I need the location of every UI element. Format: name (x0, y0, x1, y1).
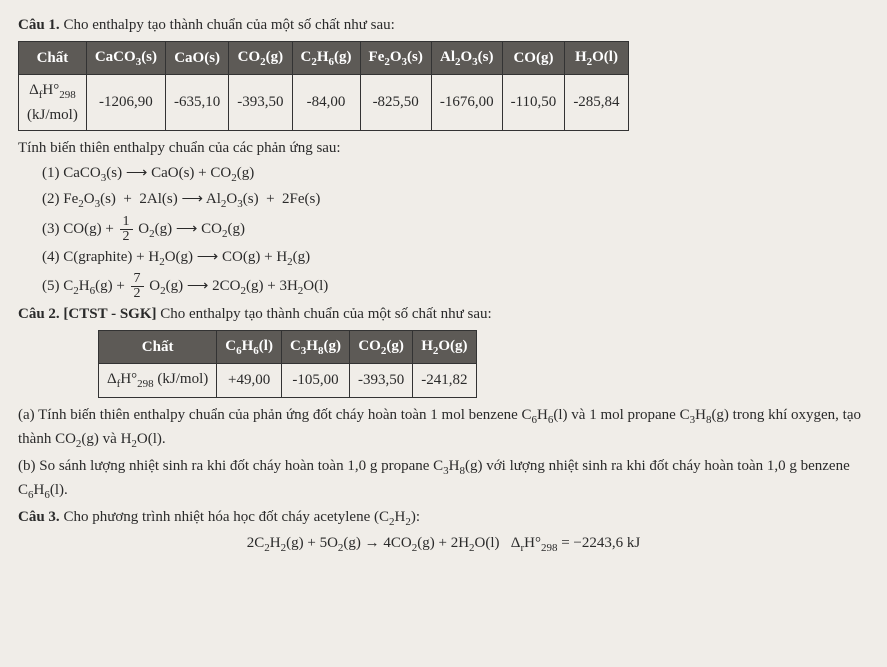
q2-table: Chất C6H6(l) C3H8(g) CO2(g) H2O(g) ΔfH°2… (98, 330, 477, 398)
frac-den: 2 (120, 230, 133, 244)
q3-label: Câu 3. (18, 509, 60, 525)
q2-prompt: Câu 2. [CTST - SGK] Cho enthalpy tạo thà… (18, 303, 869, 326)
table-row: ΔfH°298(kJ/mol) -1206,90 -635,10 -393,50… (19, 75, 629, 131)
cell: -393,50 (229, 75, 292, 131)
cell: -241,82 (413, 364, 476, 398)
cell: -1206,90 (86, 75, 165, 131)
cell: -1676,00 (431, 75, 502, 131)
frac-num: 7 (131, 272, 144, 287)
q3-text: Cho phương trình nhiệt hóa học đốt cháy … (63, 509, 420, 525)
q1-label: Câu 1. (18, 17, 60, 33)
q2-label: Câu 2. [CTST - SGK] (18, 306, 157, 322)
col-co2: CO2(g) (349, 330, 412, 364)
table-header-row: Chất C6H6(l) C3H8(g) CO2(g) H2O(g) (99, 330, 477, 364)
cell: -825,50 (360, 75, 431, 131)
cell: -285,84 (565, 75, 628, 131)
col-fe2o3: Fe2O3(s) (360, 41, 431, 75)
reaction-2: (2) Fe2O3(s) + 2Al(s) ⟶ Al2O3(s) + 2Fe(s… (42, 188, 869, 213)
q1-prompt: Câu 1. Cho enthalpy tạo thành chuẩn của … (18, 14, 869, 37)
col-co: CO(g) (502, 41, 565, 75)
reaction-5: (5) C2H6(g) + 7 2 O2(g) ⟶ 2CO2(g) + 3H2O… (42, 272, 869, 301)
q2-part-a: (a) Tính biến thiên enthalpy chuẩn của p… (18, 404, 869, 453)
reaction-1: (1) CaCO3(s) ⟶ CaO(s) + CO2(g) (42, 162, 869, 187)
col-c2h6: C2H6(g) (292, 41, 360, 75)
frac-den: 2 (131, 287, 144, 301)
col-al2o3: Al2O3(s) (431, 41, 502, 75)
col-c6h6: C6H6(l) (217, 330, 282, 364)
table-header-row: Chất CaCO3(s) CaO(s) CO2(g) C2H6(g) Fe2O… (19, 41, 629, 75)
q1-table: Chất CaCO3(s) CaO(s) CO2(g) C2H6(g) Fe2O… (18, 41, 629, 132)
cell: -110,50 (502, 75, 565, 131)
cell: -393,50 (349, 364, 412, 398)
col-caco3: CaCO3(s) (86, 41, 165, 75)
row-label: ΔfH°298(kJ/mol) (19, 75, 87, 131)
col-co2: CO2(g) (229, 41, 292, 75)
fraction: 1 2 (120, 215, 133, 244)
col-chat: Chất (99, 330, 217, 364)
cell: -105,00 (281, 364, 349, 398)
col-h2o: H2O(l) (565, 41, 628, 75)
cell: -84,00 (292, 75, 360, 131)
reaction-3: (3) CO(g) + 1 2 O2(g) ⟶ CO2(g) (42, 215, 869, 244)
col-h2o: H2O(g) (413, 330, 476, 364)
fraction: 7 2 (131, 272, 144, 301)
col-chat: Chất (19, 41, 87, 75)
q2-part-b: (b) So sánh lượng nhiệt sinh ra khi đốt … (18, 455, 869, 504)
q3-prompt: Câu 3. Cho phương trình nhiệt hóa học đố… (18, 506, 869, 531)
reaction-4: (4) C(graphite) + H2O(g) ⟶ CO(g) + H2(g) (42, 246, 869, 271)
q3-equation: 2C2H2(g) + 5O2(g) → 4CO2(g) + 2H2O(l) Δr… (18, 532, 869, 557)
q1-after-table: Tính biến thiên enthalpy chuẩn của các p… (18, 137, 869, 160)
q2-text: Cho enthalpy tạo thành chuẩn của một số … (160, 306, 491, 322)
q1-text: Cho enthalpy tạo thành chuẩn của một số … (63, 17, 394, 33)
frac-num: 1 (120, 215, 133, 230)
cell: -635,10 (166, 75, 229, 131)
cell: +49,00 (217, 364, 282, 398)
table-row: ΔfH°298 (kJ/mol) +49,00 -105,00 -393,50 … (99, 364, 477, 398)
row-label: ΔfH°298 (kJ/mol) (99, 364, 217, 398)
col-c3h8: C3H8(g) (281, 330, 349, 364)
col-cao: CaO(s) (166, 41, 229, 75)
